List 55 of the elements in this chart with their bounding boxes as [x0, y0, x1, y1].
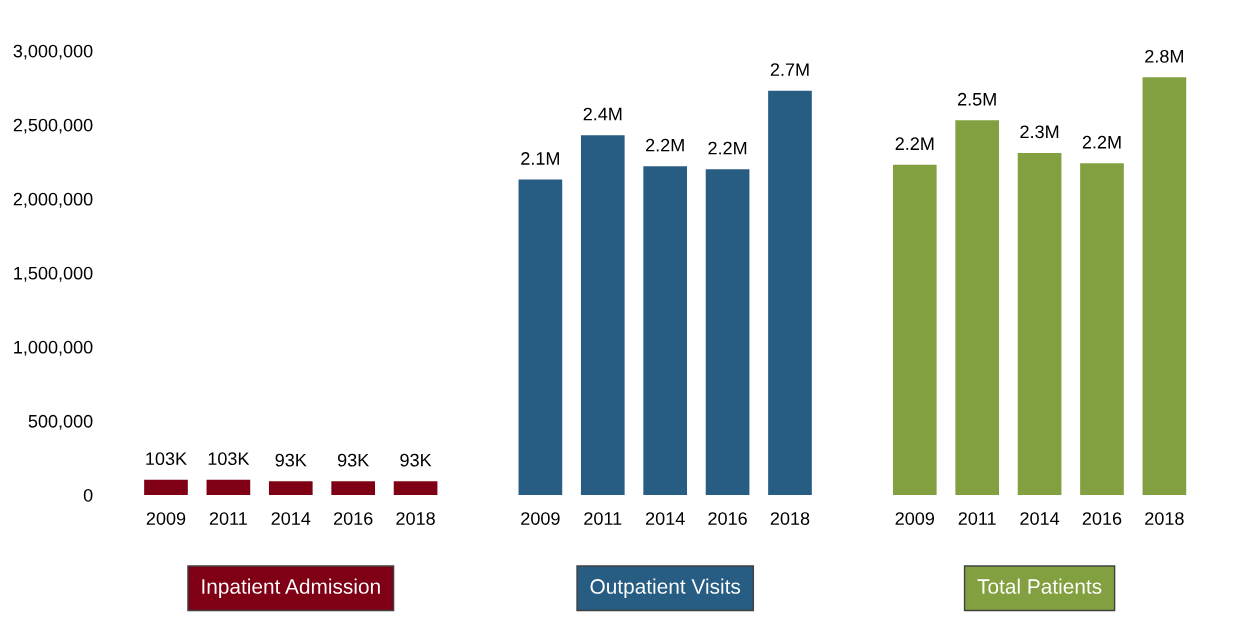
bar — [1080, 163, 1124, 495]
bar — [955, 120, 1000, 495]
bar — [643, 166, 688, 495]
data-label: 93K — [275, 453, 307, 467]
x-tick-label: 2016 — [334, 512, 373, 525]
bar — [1142, 77, 1187, 495]
x-tick-label: 2014 — [1020, 512, 1060, 525]
data-label: 2.8M — [1145, 49, 1183, 63]
x-tick-label: 2016 — [1082, 512, 1122, 525]
x-tick-label: 2009 — [521, 512, 560, 525]
y-tick-label: 500,000 — [28, 414, 93, 430]
bar — [768, 90, 812, 495]
data-label: 2.2M — [895, 137, 934, 150]
text: Outpatient Visits — [590, 578, 741, 598]
x-tick-label: 2018 — [1145, 512, 1184, 525]
y-tick-label: 2,500,000 — [13, 118, 93, 134]
x-tick-label: 2014 — [646, 512, 685, 525]
data-label: 93K — [337, 453, 370, 467]
bar — [206, 479, 251, 495]
text: Total Patients — [977, 578, 1102, 594]
bar — [144, 479, 188, 495]
bar — [705, 169, 750, 495]
data-label: 93K — [400, 453, 432, 467]
data-label: 2.1M — [521, 152, 559, 165]
x-tick-label: 2018 — [396, 512, 435, 525]
y-tick-label: 3,000,000 — [13, 44, 93, 60]
data-label: 2.5M — [958, 92, 996, 106]
data-label: 2.3M — [1020, 125, 1059, 139]
x-tick-label: 2009 — [146, 512, 186, 525]
x-tick-label: 2011 — [958, 512, 996, 525]
y-tick-label: 1,500,000 — [14, 266, 93, 282]
y-tick-label: 1,000,000 — [14, 340, 93, 356]
text: Inpatient Admission — [202, 578, 380, 598]
bar — [1017, 152, 1062, 495]
bar — [580, 135, 625, 495]
bar — [518, 179, 563, 495]
x-tick-label: 2009 — [895, 512, 935, 525]
data-label: 2.2M — [1082, 135, 1121, 149]
x-tick-label: 2011 — [209, 512, 247, 525]
data-label: 2.7M — [770, 63, 809, 76]
x-tick-label: 2011 — [584, 512, 622, 525]
y-tick-label: 2,000,000 — [13, 192, 93, 208]
x-tick-label: 2018 — [770, 512, 810, 525]
bar — [892, 164, 937, 495]
x-tick-label: 2014 — [271, 512, 311, 525]
data-label: 2.2M — [646, 138, 684, 152]
data-label: 103K — [146, 452, 187, 466]
bar — [268, 481, 313, 495]
bar — [393, 481, 438, 495]
y-tick-label: 0 — [83, 488, 93, 502]
bar — [331, 481, 376, 495]
data-label: 2.2M — [708, 141, 747, 155]
x-tick-label: 2016 — [708, 512, 747, 525]
data-label: 103K — [208, 452, 250, 466]
data-label: 2.4M — [583, 107, 622, 121]
